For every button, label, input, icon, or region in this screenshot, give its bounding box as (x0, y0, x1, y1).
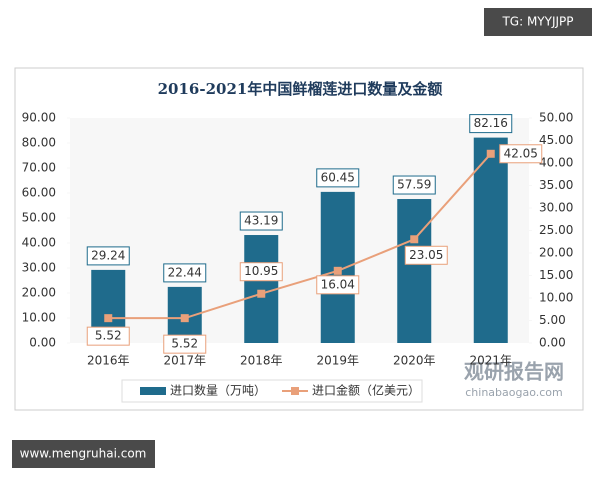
x-tick-label: 2019年 (316, 354, 359, 368)
plot-area (70, 118, 529, 343)
watermark: TG: MYYJJPP (501, 15, 573, 29)
label-box (239, 262, 283, 282)
legend-swatch (140, 387, 166, 395)
y2-tick-label: 35.00 (539, 178, 573, 192)
y2-tick-label: 10.00 (539, 291, 573, 305)
data-label: 82.16 (474, 116, 508, 130)
legend-label: 进口金额（亿美元） (312, 383, 420, 398)
brand-url: chinabaogao.com (465, 386, 563, 399)
data-label: 22.44 (168, 265, 202, 279)
marker (180, 314, 189, 323)
y-tick-label: 70.00 (22, 161, 56, 175)
bar (473, 137, 508, 343)
label-box (499, 144, 543, 164)
y-tick-label: 30.00 (22, 261, 56, 275)
x-tick-label: 2017年 (163, 354, 206, 368)
y2-tick-label: 50.00 (539, 111, 573, 125)
watermark: www.mengruhai.com (20, 447, 147, 461)
label-box (163, 263, 207, 283)
y-tick-label: 50.00 (22, 211, 56, 225)
marker (104, 314, 113, 323)
chart-title: 2016-2021年中国鲜榴莲进口数量及金额 (158, 80, 443, 98)
label-box (163, 334, 207, 354)
y2-tick-label: 40.00 (539, 156, 573, 170)
data-label: 57.59 (397, 178, 431, 192)
marker (257, 289, 266, 298)
data-label: 43.19 (244, 214, 278, 228)
x-tick-label: 2020年 (393, 354, 436, 368)
data-label: 10.95 (244, 264, 278, 278)
y-tick-label: 60.00 (22, 186, 56, 200)
data-label: 42.05 (504, 146, 538, 160)
y-tick-label: 90.00 (22, 111, 56, 125)
data-label: 23.05 (409, 248, 443, 262)
label-box (469, 114, 513, 134)
label-box (316, 168, 360, 188)
x-tick-label: 2021年 (469, 354, 512, 368)
label-box (316, 275, 360, 295)
label-box (86, 246, 130, 266)
y2-tick-label: 5.00 (539, 313, 566, 327)
legend-label: 进口数量（万吨） (170, 383, 266, 398)
label-box (404, 245, 448, 265)
label-box (392, 175, 436, 195)
bar (244, 235, 279, 343)
badge (484, 8, 592, 36)
y2-tick-label: 30.00 (539, 201, 573, 215)
line (108, 153, 492, 320)
data-label: 16.04 (321, 277, 355, 291)
bar (397, 199, 432, 343)
data-label: 5.52 (171, 337, 198, 351)
y-tick-label: 40.00 (22, 236, 56, 250)
label-box (239, 211, 283, 231)
label-box (86, 326, 130, 346)
y-tick-label: 10.00 (22, 311, 56, 325)
data-label: 29.24 (91, 248, 125, 262)
brand: 观研报告网 (464, 360, 564, 384)
marker (410, 235, 419, 244)
marker (333, 266, 342, 275)
marker (486, 149, 495, 158)
x-tick-label: 2018年 (240, 354, 283, 368)
data-label: 5.52 (95, 329, 122, 343)
y2-tick-label: 20.00 (539, 246, 573, 260)
y2-tick-label: 25.00 (539, 223, 573, 237)
y2-tick-label: 0.00 (539, 336, 566, 350)
y2-tick-label: 45.00 (539, 133, 573, 147)
legend-marker (291, 387, 299, 395)
x-tick-label: 2016年 (87, 354, 130, 368)
y-tick-label: 20.00 (22, 286, 56, 300)
y-tick-label: 80.00 (22, 136, 56, 150)
y-tick-label: 0.00 (29, 336, 56, 350)
data-label: 60.45 (321, 170, 355, 184)
badge (12, 440, 155, 468)
y2-tick-label: 15.00 (539, 268, 573, 282)
legend-box (121, 379, 423, 403)
